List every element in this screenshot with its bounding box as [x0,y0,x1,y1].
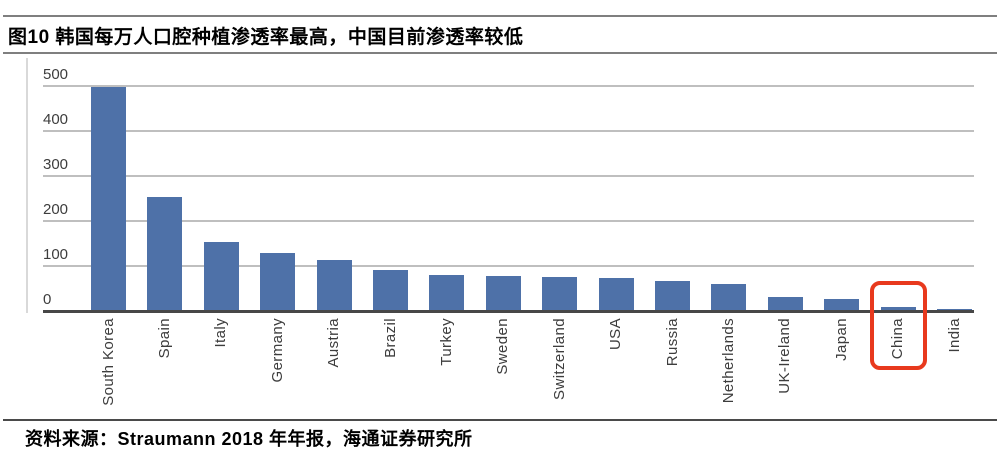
bar-netherlands [711,284,747,310]
gridline [43,85,974,87]
x-axis-label: Japan [832,318,850,361]
bar-south-korea [91,87,126,310]
x-axis-line [43,310,974,313]
top-divider [3,15,997,17]
bar-sweden [485,276,521,310]
source-note: 资料来源：Straumann 2018 年年报，海通证券研究所 [25,429,473,449]
x-axis-label: Germany [268,318,286,383]
gridline [43,220,974,222]
title-divider [3,52,997,54]
bar-austria [316,260,352,310]
bar-turkey [429,275,465,310]
x-axis-label: Turkey [437,318,455,366]
x-axis-label: South Korea [99,318,117,406]
bar-spain [147,197,183,310]
x-axis-label: India [945,318,963,353]
y-axis-line [26,58,28,313]
bar-china [880,307,916,310]
china-highlight-box [869,281,927,370]
bar-italy [203,242,239,310]
bar-russia [655,281,690,310]
y-tick-label: 100 [43,246,69,263]
y-tick-label: 200 [43,201,69,218]
gridline [43,130,974,132]
bar-brazil [373,270,408,310]
y-tick-label: 500 [43,66,69,83]
y-tick-label: 300 [43,156,69,173]
x-axis-label: USA [607,318,625,351]
x-axis-label: UK-Ireland [776,318,794,394]
bar-usa [598,278,634,310]
x-axis-label: Brazil [381,318,399,358]
gridline [43,265,974,267]
bottom-divider [3,419,997,421]
x-axis-label: Netherlands [719,318,737,404]
figure-title: 图10 韩国每万人口腔种植渗透率最高，中国目前渗透率较低 [8,27,524,48]
x-axis-label: Switzerland [550,318,568,400]
gridline [43,175,974,177]
x-axis-label: Austria [325,318,343,368]
y-tick-label: 0 [43,291,52,308]
bar-india [937,309,972,310]
bar-switzerland [542,277,578,310]
y-tick-label: 400 [43,111,69,128]
bar-japan [824,299,860,310]
x-axis-label: Russia [663,318,681,367]
bar-germany [260,253,296,310]
x-axis-label: Italy [212,318,230,348]
x-axis-label: Sweden [494,318,512,375]
bar-uk-ireland [767,297,803,310]
x-axis-label: Spain [155,318,173,359]
